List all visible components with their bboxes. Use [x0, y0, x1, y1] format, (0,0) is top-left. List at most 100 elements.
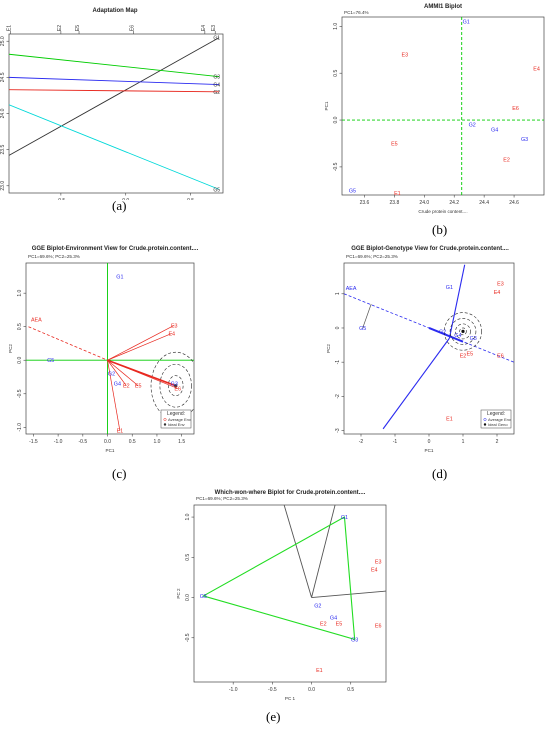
legend-item-ideal: Ideal Env	[168, 422, 185, 427]
series-line	[9, 53, 220, 78]
convex-hull-polygon	[201, 516, 356, 641]
y-tick-label: 0.5	[333, 70, 339, 77]
caption-a: (a)	[112, 198, 127, 213]
x-axis-label: PC 1	[285, 696, 296, 701]
series-end-label: G1	[213, 36, 220, 42]
adaptation-map-chart: Adaptation Map -0.5 0.0 0.5 23.0 23.5 24.0 24.5…	[0, 8, 224, 200]
x-tick-label: 0.5	[347, 687, 354, 693]
x-tick-label: -0.5	[57, 198, 66, 200]
y-axis-label: PC 2	[176, 588, 181, 599]
x-tick-label: -1.0	[54, 439, 63, 445]
chart-title: GGE Biplot-Genotype View for Crude.prote…	[351, 246, 509, 252]
environment-point: E4	[168, 331, 175, 337]
x-tick-label: 24.2	[449, 200, 459, 206]
y-tick-label: 0	[335, 326, 341, 329]
chart-subtitle: PC1=69.6%; PC2=25.3%	[28, 254, 80, 259]
ideal-circle	[455, 323, 471, 340]
plot-area: AEA G1 G2 G3 G4 G5 E1 E2 E3 E4 E5 E6	[26, 263, 194, 434]
plot-frame	[193, 504, 387, 683]
ideal-circle	[159, 363, 192, 408]
ammi1-biplot-chart: AMMI1 Biplot PC1=76.4% 23.6 23.8 24.0 24.2 24.…	[324, 4, 545, 214]
chart-title: GGE Biplot-Environment View for Crude.pr…	[32, 246, 199, 252]
series-line	[9, 76, 220, 86]
x-tick-label: 1.5	[178, 439, 185, 445]
x-tick-label: 0	[428, 439, 431, 445]
series-end-label: G3	[213, 75, 220, 81]
ideal-circle	[459, 327, 467, 336]
y-tick-label: 1.0	[185, 513, 191, 520]
plot-frame	[25, 262, 195, 435]
caption-c: (c)	[112, 466, 127, 481]
series-line	[9, 104, 220, 190]
y-axis-label: PC2	[326, 344, 331, 353]
y-tick-label: -0.5	[185, 633, 191, 642]
x-tick-label: -0.5	[79, 439, 88, 445]
x-tick-label: 23.6	[360, 200, 370, 206]
environment-point: E3	[497, 282, 504, 288]
genotype-point: G5	[359, 326, 366, 332]
y-tick-label: 0.0	[333, 116, 339, 123]
environment-point: E5	[467, 352, 474, 358]
plot-area: G1 G2 G3 G4 G5 E1 E2 E3 E4 E5 E6	[200, 505, 386, 674]
series-line	[9, 89, 220, 93]
x-tick-label: 24.0	[419, 200, 429, 206]
legend-item-average: Average Env	[488, 417, 511, 422]
environment-vector	[107, 360, 127, 386]
ideal-circle	[449, 318, 477, 345]
aea-line	[28, 326, 108, 361]
perpendicular-arrow-up	[448, 264, 466, 339]
perpendicular-arrow-down	[382, 337, 450, 430]
y-tick-label: -2	[335, 394, 341, 399]
environment-point: E2	[123, 384, 130, 390]
series-end-label: G2	[213, 90, 220, 96]
env-marker-label: E5	[75, 25, 81, 31]
plot-frame	[341, 16, 545, 196]
genotype-point: G2	[108, 372, 115, 378]
x-tick-label: 0.5	[129, 439, 136, 445]
genotype-point: G5	[200, 594, 207, 600]
genotype-point: G5	[47, 358, 54, 364]
genotype-point: G1	[463, 20, 470, 26]
environment-point: E2	[320, 621, 327, 627]
x-axis-label: PC1	[425, 448, 434, 453]
chart-title: Adaptation Map	[93, 8, 138, 14]
environment-point: E1	[316, 668, 323, 674]
environment-point: E4	[533, 67, 540, 73]
chart-title: Which-won-where Biplot for Crude.protein…	[215, 490, 366, 496]
genotype-point: G5	[349, 188, 356, 194]
x-tick-label: -0.5	[268, 687, 277, 693]
legend-marker-average	[163, 418, 167, 421]
x-tick-label: 24.4	[479, 200, 489, 206]
ideal-arrow	[428, 327, 464, 343]
x-tick-label: 0.0	[104, 439, 111, 445]
x-axis-label: Crude protein content....	[418, 209, 467, 214]
y-axis-label: PC2	[8, 344, 13, 353]
genotype-projection	[362, 303, 372, 329]
environment-point: E6	[375, 624, 382, 630]
plot-frame	[343, 262, 515, 435]
chart-subtitle: PC1=69.6%; PC2=25.3%	[196, 496, 248, 501]
x-tick-label: 0.5	[187, 198, 194, 200]
environment-point: E2	[460, 353, 467, 359]
x-tick-label: -1.5	[29, 439, 38, 445]
environment-vector	[107, 325, 175, 361]
aea-line	[344, 293, 514, 363]
legend-item-average: Average Env	[168, 417, 191, 422]
x-tick-label: 1	[462, 439, 465, 445]
series-end-label: G4	[213, 83, 220, 89]
sector-ray	[283, 505, 312, 598]
gge-genotype-view-chart: GGE Biplot-Genotype View for Crude.prote…	[326, 246, 515, 453]
y-tick-label: -1.0	[17, 423, 23, 432]
x-tick-label: -1	[393, 439, 398, 445]
ideal-circle	[168, 375, 184, 397]
x-tick-label: 1.0	[153, 439, 160, 445]
genotype-point: G2	[439, 329, 446, 335]
y-tick-label: 1	[335, 292, 341, 295]
caption-b: (b)	[432, 222, 448, 237]
env-marker-label: E3	[211, 25, 217, 31]
env-marker-label: E2	[57, 25, 63, 31]
environment-point: E6	[512, 106, 519, 112]
environment-vector	[107, 359, 139, 386]
genotype-point: G2	[314, 604, 321, 610]
x-tick-label: -2	[359, 439, 364, 445]
